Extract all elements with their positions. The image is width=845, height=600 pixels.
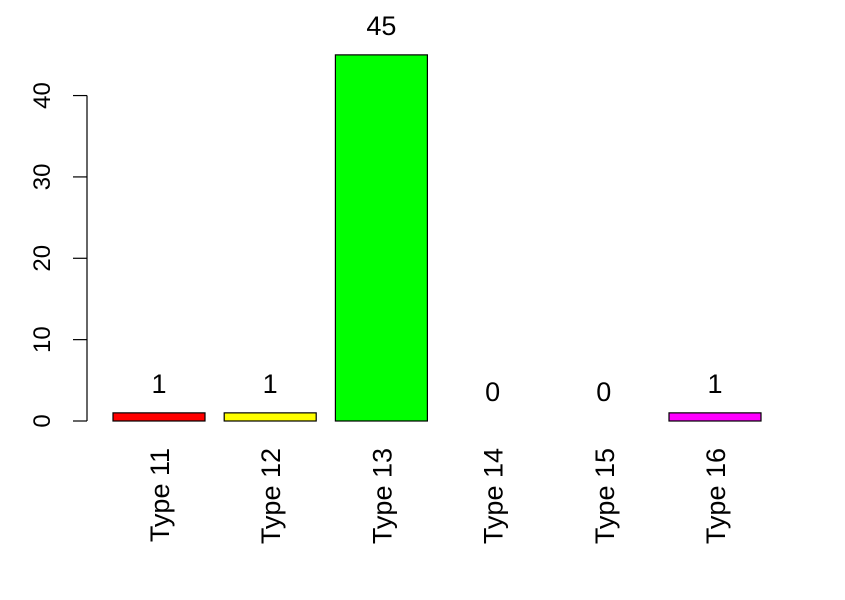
data-label: 1 <box>151 369 166 399</box>
data-labels-group: 1 1 45 0 0 1 <box>151 11 722 407</box>
x-tick-label: Type 11 <box>145 448 175 542</box>
bar <box>223 412 317 422</box>
x-tick-label: Type 15 <box>590 448 620 544</box>
y-tick-label: 10 <box>29 326 56 353</box>
x-tick-label: Type 13 <box>367 448 397 544</box>
y-tick-label: 0 <box>29 414 56 427</box>
bar <box>668 412 762 422</box>
y-axis: 0 10 20 30 40 <box>29 82 88 428</box>
x-tick-label: Type 12 <box>256 448 286 544</box>
bars-group <box>112 54 762 422</box>
x-tick-label: Type 16 <box>701 448 731 544</box>
data-label: 45 <box>366 11 396 41</box>
y-tick-label: 40 <box>29 82 56 109</box>
bar <box>334 54 428 422</box>
data-label: 0 <box>485 377 500 407</box>
y-tick-label: 30 <box>29 164 56 191</box>
data-label: 1 <box>263 369 278 399</box>
data-label: 0 <box>596 377 611 407</box>
data-label: 1 <box>707 369 722 399</box>
x-tick-labels-group: Type 11 Type 12 Type 13 Type 14 Type 15 Type … <box>145 448 731 544</box>
y-tick-label: 20 <box>29 245 56 272</box>
x-tick-label: Type 14 <box>479 448 509 544</box>
bar <box>112 412 206 422</box>
